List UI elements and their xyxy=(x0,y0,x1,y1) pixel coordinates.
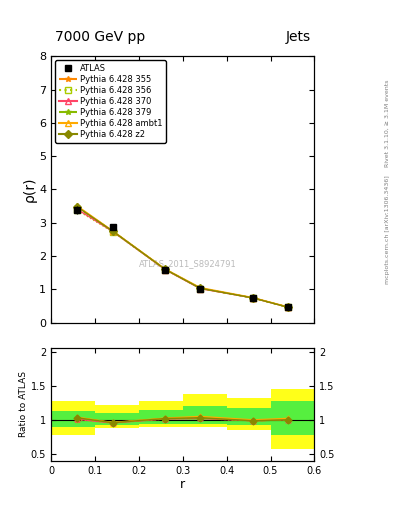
Text: Jets: Jets xyxy=(285,30,310,44)
Text: Rivet 3.1.10, ≥ 3.1M events: Rivet 3.1.10, ≥ 3.1M events xyxy=(385,79,389,166)
X-axis label: r: r xyxy=(180,478,185,492)
Text: 7000 GeV pp: 7000 GeV pp xyxy=(55,30,145,44)
Legend: ATLAS, Pythia 6.428 355, Pythia 6.428 356, Pythia 6.428 370, Pythia 6.428 379, P: ATLAS, Pythia 6.428 355, Pythia 6.428 35… xyxy=(55,60,166,143)
Text: ATLAS_2011_S8924791: ATLAS_2011_S8924791 xyxy=(139,260,237,268)
Y-axis label: Ratio to ATLAS: Ratio to ATLAS xyxy=(19,372,28,437)
Y-axis label: ρ(r): ρ(r) xyxy=(22,177,36,202)
Text: mcplots.cern.ch [arXiv:1306.3436]: mcplots.cern.ch [arXiv:1306.3436] xyxy=(385,175,389,284)
